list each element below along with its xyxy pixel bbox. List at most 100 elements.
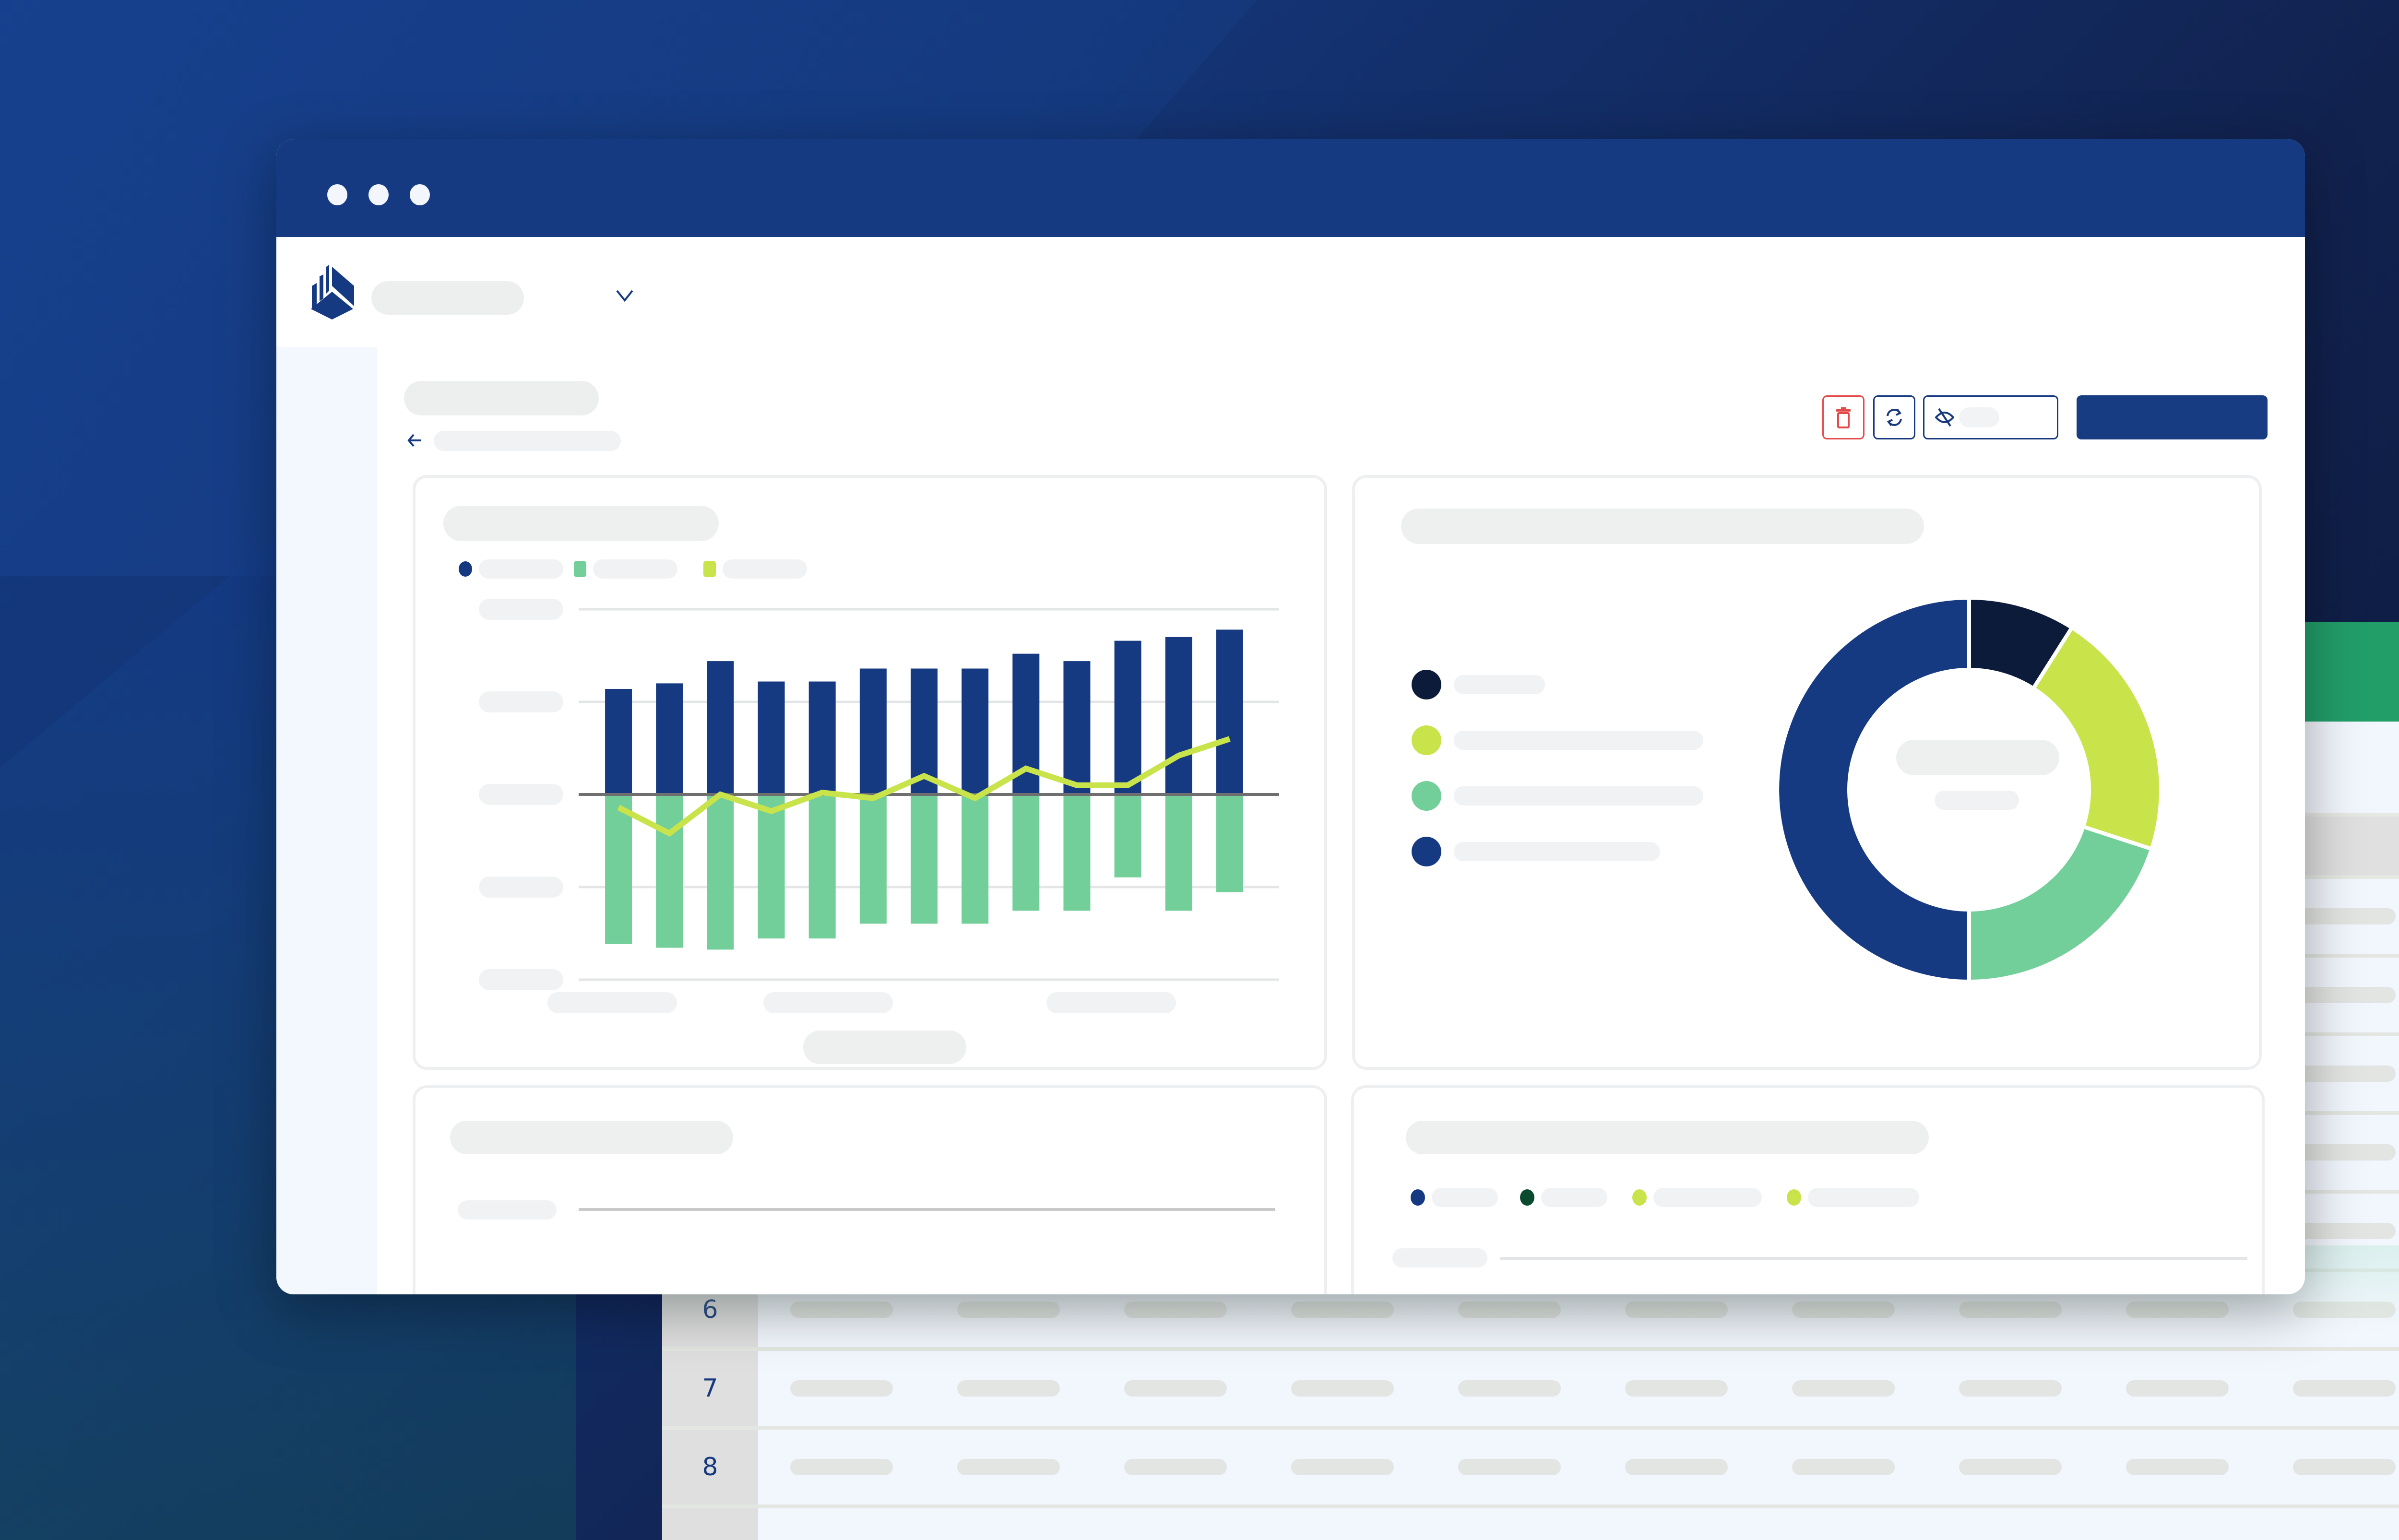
cell[interactable] <box>1426 1351 1593 1426</box>
bar-positive[interactable] <box>1063 661 1091 794</box>
donut-slice[interactable] <box>1967 824 2154 984</box>
row-number[interactable]: 7 <box>662 1351 758 1426</box>
cell[interactable] <box>1927 1430 2094 1504</box>
cell[interactable] <box>1092 1430 1259 1504</box>
cell[interactable] <box>2261 1430 2399 1504</box>
cell[interactable] <box>1259 1430 1426 1504</box>
legend-item[interactable] <box>1632 1188 1762 1207</box>
diverging-bar-chart[interactable] <box>416 598 1327 1078</box>
primary-action-button[interactable] <box>2077 395 2268 439</box>
workspace-name[interactable] <box>371 281 524 315</box>
legend-item[interactable] <box>459 559 563 579</box>
app-header <box>276 237 2305 347</box>
bar-negative[interactable] <box>962 796 989 924</box>
bar-positive[interactable] <box>707 661 734 794</box>
line-series[interactable] <box>617 736 1231 837</box>
bar-negative[interactable] <box>758 796 785 939</box>
cell[interactable] <box>2261 958 2399 1032</box>
cell[interactable] <box>1760 1430 1927 1504</box>
breadcrumb[interactable] <box>434 431 621 451</box>
y-axis-label <box>458 1200 557 1220</box>
cell[interactable] <box>925 1430 1092 1504</box>
legend-item[interactable] <box>1412 725 1703 755</box>
card-title <box>450 1121 733 1154</box>
table-row[interactable] <box>662 1508 2399 1540</box>
cell[interactable] <box>758 1430 925 1504</box>
legend-swatch <box>1411 1189 1425 1206</box>
cube-bars-logo-icon[interactable] <box>308 262 356 320</box>
table-row[interactable]: 7 <box>662 1351 2399 1430</box>
gridline <box>1500 1257 2247 1260</box>
line-chart[interactable] <box>416 1088 1330 1294</box>
bar-negative[interactable] <box>1063 796 1091 911</box>
legend-item[interactable] <box>1411 1188 1498 1207</box>
cell[interactable] <box>1593 1351 1760 1426</box>
sidebar <box>276 347 377 1294</box>
legend-item[interactable] <box>1412 670 1545 699</box>
legend-item[interactable] <box>574 559 677 579</box>
bar-negative[interactable] <box>1114 796 1141 877</box>
bar-positive[interactable] <box>758 681 785 794</box>
bar-positive[interactable] <box>605 688 632 794</box>
legend-item[interactable] <box>1412 781 1703 811</box>
cell[interactable] <box>1593 1430 1760 1504</box>
legend-swatch <box>459 561 472 577</box>
cell[interactable] <box>1092 1351 1259 1426</box>
bar-positive[interactable] <box>808 681 836 794</box>
arrow-left-icon[interactable] <box>406 432 423 449</box>
donut-slice[interactable] <box>2031 625 2163 852</box>
bar-negative[interactable] <box>1216 796 1243 892</box>
legend-label <box>1541 1188 1607 1207</box>
legend-label <box>1454 842 1660 861</box>
cell[interactable] <box>1426 1430 1593 1504</box>
bar-negative[interactable] <box>656 796 683 948</box>
legend-item[interactable] <box>1412 837 1660 866</box>
bar-positive[interactable] <box>1165 637 1192 794</box>
legend-label <box>479 559 563 579</box>
bar-negative[interactable] <box>1012 796 1040 911</box>
cell[interactable] <box>2261 1194 2399 1268</box>
bar-negative[interactable] <box>1165 796 1192 911</box>
cell[interactable] <box>2261 1351 2399 1426</box>
bar-negative[interactable] <box>707 796 734 950</box>
legend-item[interactable] <box>1520 1188 1607 1207</box>
cell[interactable] <box>1760 1351 1927 1426</box>
bar-negative[interactable] <box>808 796 836 939</box>
cell[interactable] <box>2261 1036 2399 1111</box>
cell[interactable] <box>925 1351 1092 1426</box>
bar-negative[interactable] <box>859 796 887 924</box>
y-tick-label <box>479 599 563 620</box>
cell[interactable] <box>2094 1351 2261 1426</box>
hide-button[interactable] <box>1923 395 2058 439</box>
card-title <box>443 506 719 541</box>
row-number[interactable]: 8 <box>662 1430 758 1504</box>
cell[interactable] <box>758 1351 925 1426</box>
bar-negative[interactable] <box>911 796 938 924</box>
donut-slice[interactable] <box>1775 595 1971 984</box>
bar-positive[interactable] <box>1114 640 1141 794</box>
cell[interactable] <box>2261 879 2399 954</box>
legend-item[interactable] <box>703 559 807 579</box>
bar-positive[interactable] <box>656 683 683 794</box>
window-dot[interactable] <box>410 184 430 205</box>
x-tick-label <box>547 992 677 1013</box>
bar-positive[interactable] <box>1216 629 1243 794</box>
cell[interactable] <box>2261 1115 2399 1190</box>
bar-positive[interactable] <box>859 668 887 794</box>
legend-item[interactable] <box>1787 1188 1919 1207</box>
bar-negative[interactable] <box>605 796 632 944</box>
window-titlebar <box>276 139 2305 237</box>
bar-positive[interactable] <box>962 668 989 794</box>
chevron-down-icon[interactable] <box>615 287 634 304</box>
refresh-button[interactable] <box>1873 395 1915 439</box>
legend-swatch <box>1412 670 1441 699</box>
table-row[interactable]: 8 <box>662 1430 2399 1508</box>
window-dot[interactable] <box>368 184 389 205</box>
cell[interactable] <box>1927 1351 2094 1426</box>
window-dot[interactable] <box>327 184 347 205</box>
donut-chart[interactable] <box>1772 593 2166 986</box>
cell[interactable] <box>2094 1430 2261 1504</box>
cell[interactable] <box>1259 1351 1426 1426</box>
row-number[interactable] <box>662 1508 758 1540</box>
delete-button[interactable] <box>1822 395 1865 439</box>
